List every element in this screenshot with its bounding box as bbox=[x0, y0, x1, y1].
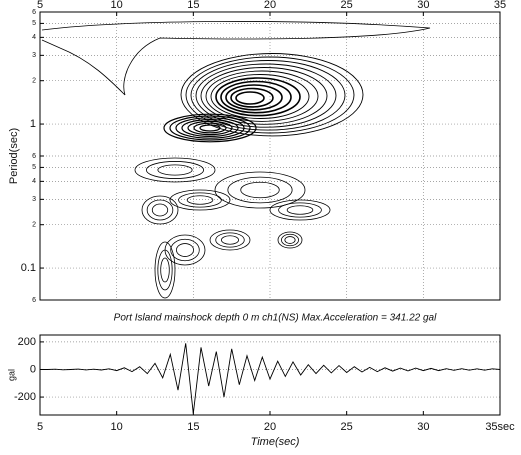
contour bbox=[281, 233, 299, 247]
contour bbox=[154, 241, 176, 299]
y-axis-label: gal bbox=[6, 369, 16, 381]
y-tick-label: 3 bbox=[32, 52, 36, 59]
contour bbox=[221, 235, 239, 245]
x-tick-label: 25 bbox=[341, 421, 353, 433]
contour bbox=[134, 157, 216, 183]
contour bbox=[169, 115, 251, 141]
contour bbox=[169, 189, 231, 211]
plot-frame bbox=[39, 11, 501, 301]
contour bbox=[277, 231, 303, 249]
x-tick-label: 5 bbox=[37, 421, 43, 433]
y-tick-label: 1 bbox=[30, 118, 36, 130]
y-tick-label: 0.1 bbox=[21, 262, 36, 274]
contour bbox=[286, 205, 314, 215]
contour bbox=[178, 192, 222, 208]
contour bbox=[215, 232, 245, 248]
contour bbox=[199, 124, 221, 132]
y-tick-label: 2 bbox=[32, 222, 36, 229]
contour bbox=[160, 257, 170, 283]
contour bbox=[193, 122, 227, 134]
contour bbox=[235, 91, 265, 105]
contour bbox=[181, 118, 239, 137]
contour bbox=[180, 53, 364, 137]
contour bbox=[200, 67, 328, 125]
contour bbox=[170, 238, 200, 262]
contour bbox=[210, 74, 310, 119]
y-tick-label: 6 bbox=[32, 297, 36, 304]
contour bbox=[157, 249, 173, 291]
contour bbox=[225, 84, 283, 111]
accel-line bbox=[40, 343, 501, 414]
x-tick-label: 20 bbox=[264, 0, 276, 11]
contour bbox=[220, 80, 292, 114]
y-tick-label: 3 bbox=[32, 196, 36, 203]
x-tick-label: 15 bbox=[187, 421, 199, 433]
y-tick-label: 4 bbox=[32, 178, 36, 185]
contour bbox=[215, 77, 301, 117]
y-tick-label: 5 bbox=[32, 164, 36, 171]
plot-frame bbox=[39, 334, 501, 416]
x-tick-label: 5 bbox=[37, 0, 43, 11]
y-tick-label: 4 bbox=[32, 34, 36, 41]
y-tick-label: -200 bbox=[14, 391, 36, 403]
y-tick-label: 6 bbox=[32, 9, 36, 16]
contour bbox=[190, 60, 346, 131]
contour bbox=[157, 164, 193, 176]
contour bbox=[227, 176, 293, 204]
contour bbox=[214, 171, 306, 209]
contour bbox=[269, 199, 331, 221]
contour bbox=[151, 203, 169, 217]
y-tick-label: 6 bbox=[32, 153, 36, 160]
y-tick-label: 5 bbox=[32, 20, 36, 27]
x-tick-label: 10 bbox=[111, 421, 123, 433]
contour bbox=[278, 202, 322, 218]
x-tick-label: 35sec bbox=[485, 421, 515, 433]
contour bbox=[176, 243, 194, 257]
y-tick-label: 200 bbox=[18, 336, 36, 348]
x-tick-label: 35 bbox=[494, 0, 506, 11]
contour bbox=[240, 181, 280, 199]
contour bbox=[141, 195, 179, 225]
contour bbox=[195, 63, 337, 128]
contour bbox=[146, 199, 174, 221]
y-tick-label: 2 bbox=[32, 78, 36, 85]
y-axis-label: Period(sec) bbox=[8, 128, 20, 184]
contour bbox=[146, 161, 204, 179]
contour bbox=[186, 195, 214, 205]
x-tick-label: 20 bbox=[264, 421, 276, 433]
chart-title: Port Island mainshock depth 0 m ch1(NS) … bbox=[114, 313, 437, 324]
contour bbox=[284, 236, 296, 244]
x-tick-label: 10 bbox=[111, 0, 123, 11]
contour bbox=[187, 120, 233, 136]
contour bbox=[41, 21, 431, 96]
contour bbox=[209, 229, 251, 251]
y-tick-label: 0 bbox=[30, 363, 36, 375]
x-tick-label: 25 bbox=[341, 0, 353, 11]
x-tick-label: 30 bbox=[417, 0, 429, 11]
x-tick-label: 30 bbox=[417, 421, 429, 433]
contour bbox=[205, 70, 319, 122]
contour bbox=[185, 56, 355, 134]
x-tick-label: 15 bbox=[187, 0, 199, 11]
x-axis-label: Time(sec) bbox=[251, 436, 300, 448]
contour bbox=[175, 117, 245, 139]
contour bbox=[163, 113, 257, 143]
contour bbox=[230, 87, 274, 108]
